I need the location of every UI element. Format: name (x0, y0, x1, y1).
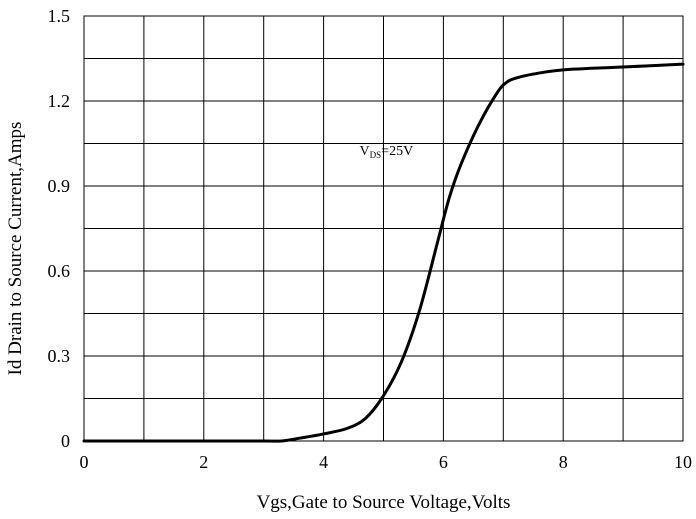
x-tick-label: 8 (559, 452, 568, 472)
y-tick-label: 0 (61, 431, 70, 451)
x-tick-label: 2 (199, 452, 208, 472)
y-tick-labels: 0 0.3 0.6 0.9 1.2 1.5 (48, 6, 71, 451)
vds-annotation: VDS=25V (360, 144, 414, 160)
y-tick-label: 0.9 (48, 176, 71, 196)
x-tick-label: 0 (80, 452, 89, 472)
x-tick-label: 10 (674, 452, 692, 472)
x-tick-label: 4 (319, 452, 328, 472)
y-tick-label: 0.6 (48, 261, 71, 281)
x-tick-label: 6 (439, 452, 448, 472)
y-tick-label: 1.5 (48, 6, 71, 26)
plot-frame (83, 15, 684, 442)
anno-sub: DS (370, 150, 382, 160)
y-axis-label: Id Drain to Source Current,Amps (5, 122, 26, 376)
y-tick-label: 1.2 (48, 91, 71, 111)
anno-main: V (360, 144, 370, 159)
anno-rest: =25V (381, 144, 413, 159)
x-tick-labels: 0 2 4 6 8 10 (80, 452, 693, 472)
y-tick-label: 0.3 (48, 346, 71, 366)
x-axis-label: Vgs,Gate to Source Voltage,Volts (257, 492, 511, 513)
series-line (82, 62, 685, 443)
grid-lines (84, 16, 683, 441)
